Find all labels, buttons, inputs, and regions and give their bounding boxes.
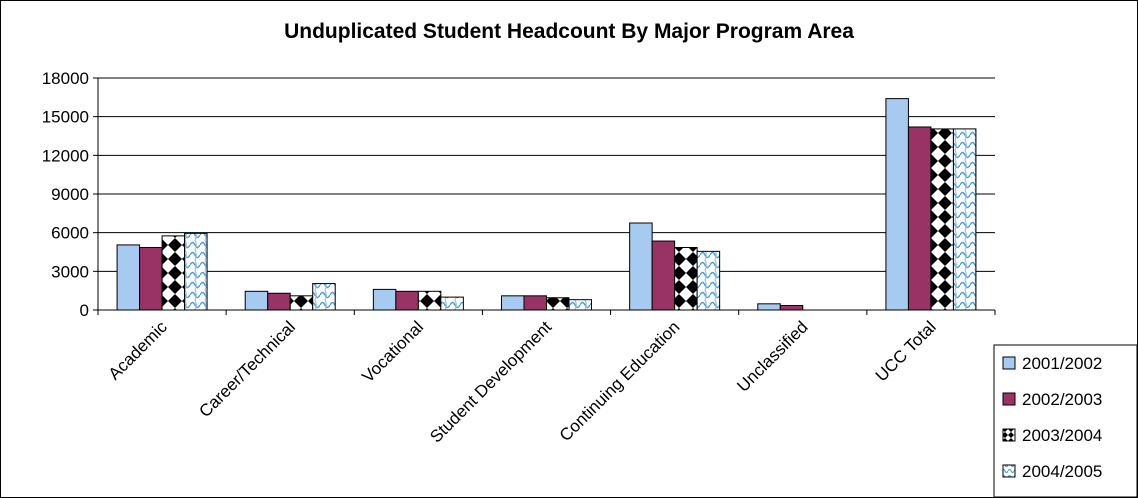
bar-ucc-total-2003-2004: [930, 128, 954, 311]
bar-academic-2002-2003: [139, 246, 163, 311]
bar-career-technical-2001-2002: [244, 290, 269, 311]
bar-ucc-total-2004-2005: [952, 128, 977, 311]
bar-student-development-2001-2002: [501, 295, 525, 311]
legend-swatch: [1002, 428, 1016, 442]
legend: 2001/2002 2002/2003 2003/2004 2004/2005: [993, 344, 1138, 498]
bar-vocational-2001-2002: [372, 288, 397, 311]
bar-continuing-education-2002-2003: [651, 240, 676, 311]
y-tick-label: 15000: [42, 108, 89, 127]
y-tick-label: 9000: [51, 185, 89, 204]
chart-title: Unduplicated Student Headcount By Major …: [284, 20, 854, 43]
axes: [97, 78, 996, 315]
legend-label: 2001/2002: [1022, 354, 1102, 373]
bar-student-development-2003-2004: [546, 297, 570, 311]
y-tick-label: 6000: [51, 224, 89, 243]
legend-swatch: [1002, 356, 1016, 370]
bar-student-development-2004-2005: [568, 299, 592, 311]
bar-continuing-education-2003-2004: [674, 246, 698, 311]
bar-vocational-2004-2005: [440, 296, 464, 311]
legend-label: 2004/2005: [1022, 462, 1102, 481]
bar-ucc-total-2002-2003: [907, 126, 932, 311]
bar-continuing-education-2004-2005: [696, 250, 721, 311]
bar-career-technical-2002-2003: [267, 292, 291, 311]
y-axis-tick-labels: 0 3000 6000 9000 12000 15000 18000: [42, 69, 89, 320]
legend-box: [993, 344, 1138, 498]
bar-unclassified-2002-2003: [779, 304, 804, 311]
bar-student-development-2002-2003: [523, 295, 547, 311]
bar-ucc-total-2001-2002: [885, 98, 909, 311]
legend-label: 2003/2004: [1022, 426, 1102, 445]
bar-academic-2001-2002: [116, 244, 141, 311]
legend-label: 2002/2003: [1022, 390, 1102, 409]
y-tick-label: 3000: [51, 262, 89, 281]
gridlines: [93, 77, 995, 311]
bar-unclassified-2001-2002: [757, 303, 781, 311]
bars: [116, 98, 977, 311]
bar-vocational-2002-2003: [395, 290, 419, 311]
legend-swatch: [1002, 392, 1016, 406]
y-tick-label: 12000: [42, 146, 89, 165]
bar-academic-2003-2004: [161, 235, 186, 311]
bar-vocational-2003-2004: [417, 290, 442, 311]
bar-academic-2004-2005: [184, 232, 208, 311]
bar-career-technical-2003-2004: [289, 295, 314, 311]
bar-continuing-education-2001-2002: [629, 222, 653, 311]
legend-swatch: [1002, 464, 1016, 478]
y-tick-label: 18000: [42, 69, 89, 88]
y-tick-label: 0: [80, 301, 89, 320]
bar-career-technical-2004-2005: [312, 283, 336, 311]
